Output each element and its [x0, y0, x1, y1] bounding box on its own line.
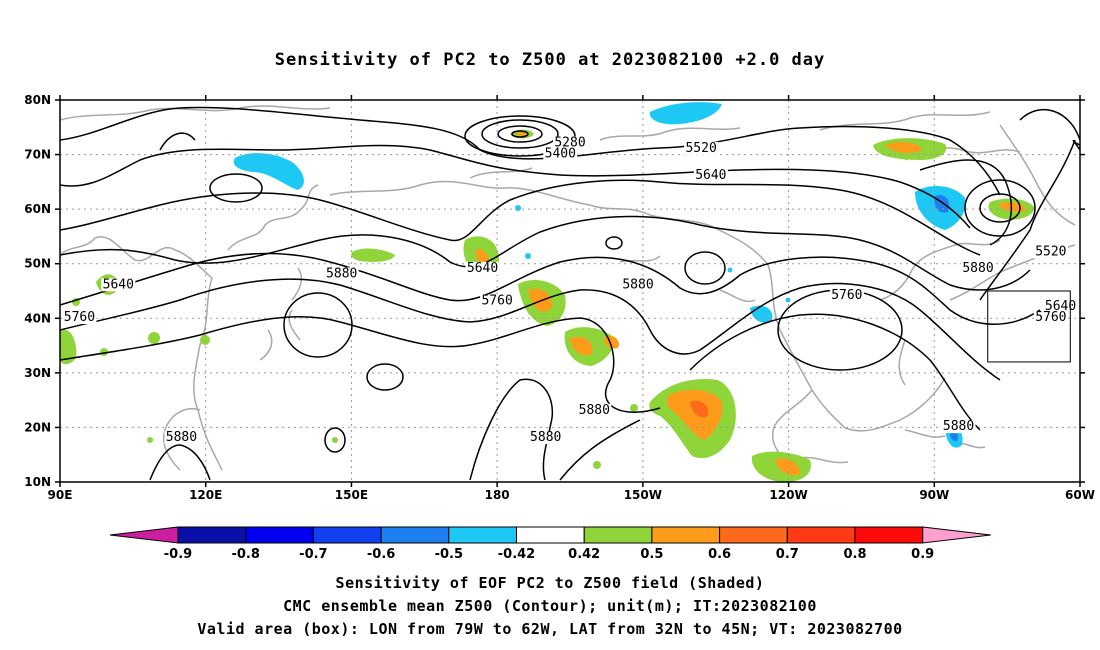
valid-area-box [987, 290, 1071, 363]
contour-label: 5640 [695, 168, 726, 183]
contour-label-bg [1043, 300, 1078, 314]
colorbar-bin [177, 526, 247, 544]
contour-label: 5880 [166, 430, 197, 445]
contour-label-bg [693, 169, 728, 183]
colorbar-bin [719, 526, 788, 544]
colorbar-label: -0.6 [367, 547, 395, 562]
colorbar: -0.9 -0.8 -0.7 -0.6 -0.5 -0.42 0.42 0.5 0.6 0.7 0.… [109, 526, 991, 562]
contour-label: 5760 [481, 294, 512, 309]
contour-label-bg [1033, 245, 1068, 259]
lon-tick-label: 120W [769, 488, 807, 502]
contour-label: 5400 [545, 146, 576, 161]
colorbar-extend-low [109, 526, 179, 544]
colorbar-bin [312, 526, 382, 544]
colorbar-bin [245, 526, 314, 544]
lon-tick-label: 90E [48, 488, 73, 502]
lat-tick-label: 60N [24, 202, 51, 216]
contour-label-bg [621, 278, 655, 292]
contour-label: 5640 [1045, 299, 1076, 314]
contour-label-bg [480, 294, 515, 308]
contour-label: 5880 [622, 277, 653, 292]
contour-label: 5880 [962, 261, 993, 276]
lon-tick-label: 150W [624, 488, 662, 502]
contour-label-bg [941, 420, 976, 434]
lon-tick-label: 60W [1065, 488, 1095, 502]
colorbar-label: -0.8 [231, 547, 259, 562]
caption-contour: CMC ensemble mean Z500 (Contour); unit(m… [283, 597, 817, 615]
colorbar-label: -0.9 [164, 547, 192, 562]
contour-label: 5520 [685, 141, 716, 156]
colorbar-label: 0.42 [568, 547, 600, 562]
contour-label-bg [324, 267, 359, 281]
colorbar-label: 0.8 [843, 547, 866, 562]
lon-tick-label: 90W [919, 488, 949, 502]
contour-label-bg [684, 141, 719, 155]
coastlines [60, 105, 1076, 471]
colorbar-label: -0.7 [299, 547, 327, 562]
contour-label-bg [528, 431, 563, 445]
colorbar-label: -0.42 [498, 547, 535, 562]
contour-label: 5880 [579, 403, 610, 418]
contour-label-bg [829, 289, 864, 303]
lat-tick-label: 40N [24, 311, 51, 325]
contour-label: 5880 [530, 430, 561, 445]
contour-label-bg [961, 261, 995, 275]
lat-tick-label: 30N [24, 366, 51, 380]
contour-label: 5880 [326, 266, 357, 281]
contour-label-bg [62, 311, 97, 325]
lon-tick-label: 150E [335, 488, 368, 502]
contour-label-bg [164, 431, 199, 445]
colorbar-bin [786, 526, 856, 544]
colorbar-bin [583, 526, 653, 544]
colorbar-label: 0.5 [640, 547, 663, 562]
caption-valid-area: Valid area (box): LON from 79W to 62W, L… [197, 620, 903, 638]
colorbar-bin [651, 526, 721, 544]
lat-tick-label: 20N [24, 420, 51, 434]
contour-label: 5760 [831, 288, 862, 303]
map-border [59, 99, 1081, 483]
contour-label: 5640 [103, 277, 134, 292]
z500-contours [60, 106, 1080, 481]
lon-tick-label: 120E [189, 488, 222, 502]
map-title: Sensitivity of PC2 to Z500 at 2023082100… [274, 50, 826, 70]
colorbar-bin [516, 526, 585, 544]
contour-label: 5520 [1035, 245, 1066, 260]
colorbar-extend-high [922, 526, 991, 544]
colorbar-bin [854, 526, 924, 544]
colorbar-label: -0.5 [435, 547, 463, 562]
contour-label-bg [1033, 311, 1068, 325]
contour-label: 5280 [554, 135, 585, 150]
contour-label-bg [577, 403, 612, 417]
colorbar-label: 0.7 [776, 547, 799, 562]
contour-label: 5640 [467, 261, 498, 276]
latitude-axis: 80N 70N 60N 50N 40N 30N 20N 10N [24, 93, 1085, 489]
longitude-axis: 90E 120E 150E 180 150W 120W 90W 60W [48, 95, 1095, 502]
colorbar-bin [380, 526, 450, 544]
colorbar-label: 0.6 [708, 547, 731, 562]
contour-label: 5760 [1035, 310, 1066, 325]
lat-tick-label: 10N [24, 475, 51, 489]
colorbar-bin [448, 526, 517, 544]
contour-label-bg [553, 136, 587, 150]
colorbar-label: 0.9 [911, 547, 934, 562]
contour-label: 5760 [64, 310, 95, 325]
lat-tick-label: 80N [24, 93, 51, 107]
contour-label-bg [101, 278, 136, 292]
lat-tick-label: 70N [24, 148, 51, 162]
contour-label-bg [543, 147, 578, 161]
contour-label-bg [465, 261, 500, 275]
caption-shading: Sensitivity of EOF PC2 to Z500 field (Sh… [335, 574, 765, 592]
lon-tick-label: 180 [485, 488, 510, 502]
lat-tick-label: 50N [24, 257, 51, 271]
contour-label: 5880 [943, 419, 974, 434]
